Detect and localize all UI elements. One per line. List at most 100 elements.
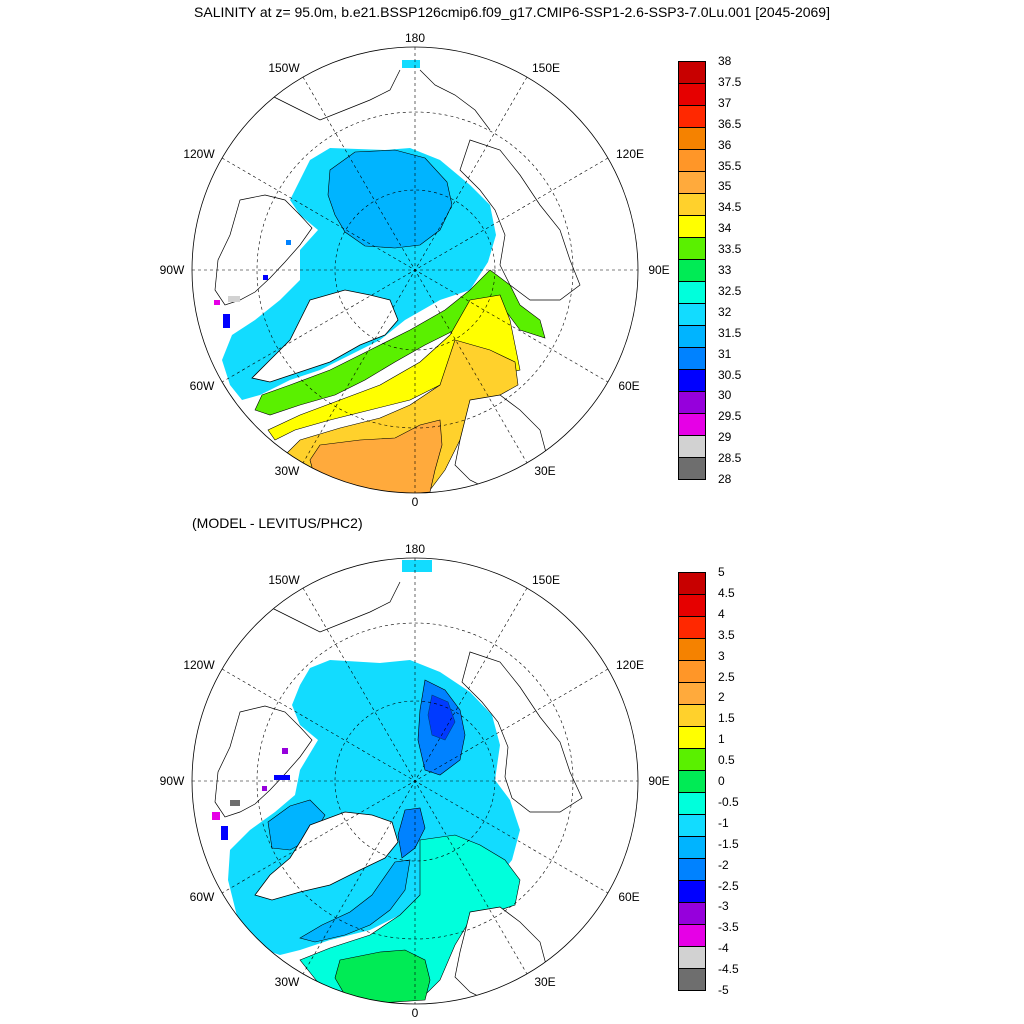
lon-label-60e: 60E [618, 890, 640, 904]
colorbar-swatch [678, 105, 706, 128]
colorbar-tick-label: 31.5 [718, 325, 742, 340]
colorbar-swatch [678, 457, 706, 480]
colorbar-swatch [678, 391, 706, 414]
colorbar-swatch [678, 594, 706, 617]
lon-label-0: 0 [411, 495, 419, 509]
lon-label-30e: 30E [534, 464, 556, 478]
colorbar-tick-label: 32.5 [718, 283, 742, 298]
colorbar-tick-label: -2 [718, 857, 729, 872]
bering-coast [419, 69, 491, 131]
colorbar-tick-label: 0.5 [718, 753, 735, 768]
lon-label-90e: 90E [648, 263, 670, 277]
colorbar-swatch [678, 149, 706, 172]
greenland [251, 289, 399, 383]
colorbar-tick-label: -2.5 [718, 878, 739, 893]
colorbar-swatch [678, 792, 706, 815]
lon-label-150e: 150E [531, 61, 561, 75]
colorbar-tick-label: 36.5 [718, 116, 742, 131]
colorbar-swatch [678, 616, 706, 639]
colorbar-tick-label: 29 [718, 430, 732, 445]
colorbar-tick-label: -3 [718, 899, 729, 914]
greenland-2 [254, 811, 399, 901]
colorbar-swatch [678, 61, 706, 84]
colorbar-tick-label: 37.5 [718, 74, 742, 89]
colorbar-tick-label: 2.5 [718, 669, 735, 684]
colorbar-swatch [678, 435, 706, 458]
colorbar-swatch [678, 968, 706, 991]
salinity-graticule [192, 47, 638, 493]
colorbar-tick-label: 3.5 [718, 627, 735, 642]
colorbar-swatch [678, 215, 706, 238]
colorbar-tick-label: 33 [718, 263, 732, 277]
colorbar-swatch [678, 748, 706, 771]
region-central-arctic [327, 149, 453, 249]
colorbar-tick-label: 32 [718, 304, 732, 319]
colorbar-tick-label: 2 [718, 690, 725, 705]
colorbar-tick-label: -4 [718, 941, 729, 956]
alaska-coast-2 [269, 581, 401, 633]
lon-label-150w: 150W [268, 61, 300, 75]
colorbar-swatch [678, 369, 706, 392]
plot-title: SALINITY at z= 95.0m, b.e21.BSSP126cmip6… [194, 4, 830, 20]
colorbar-swatch [678, 193, 706, 216]
colorbar-tick-label: -1 [718, 815, 729, 830]
lon-label-60w: 60W [189, 379, 215, 393]
colorbar-swatch [678, 726, 706, 749]
colorbar-swatch [678, 660, 706, 683]
salinity-map-border [191, 46, 639, 494]
colorbar-swatch [678, 902, 706, 925]
lon-label-90e: 90E [648, 774, 670, 788]
lon-label-30w: 30W [274, 464, 300, 478]
colorbar-swatch [678, 171, 706, 194]
lon-label-0: 0 [411, 1006, 419, 1020]
colorbar-tick-label: 4.5 [718, 585, 735, 600]
colorbar-tick-label: 1 [718, 732, 725, 747]
lon-label-60e: 60E [618, 379, 640, 393]
colorbar-swatch [678, 682, 706, 705]
siberia-2 [461, 651, 583, 813]
region-nordic-green [334, 949, 431, 1004]
colorbar-tick-label: 1.5 [718, 711, 735, 726]
difference-graticule [192, 558, 638, 1004]
lon-label-180: 180 [404, 31, 426, 45]
lon-label-150w: 150W [268, 573, 300, 587]
colorbar-swatch [678, 638, 706, 661]
colorbar-swatch [678, 924, 706, 947]
lon-label-120w: 120W [183, 147, 215, 161]
colorbar-tick-label: 29.5 [718, 409, 742, 424]
colorbar-tick-label: 35 [718, 179, 732, 194]
colorbar-tick-label: -3.5 [718, 920, 739, 935]
colorbar-tick-label: 33.5 [718, 242, 742, 257]
colorbar-swatch [678, 281, 706, 304]
colorbar-swatch [678, 303, 706, 326]
colorbar-tick-label: 5 [718, 565, 725, 579]
colorbar-swatch [678, 704, 706, 727]
lon-label-120e: 120E [615, 658, 645, 672]
lon-label-30e: 30E [534, 975, 556, 989]
colorbar-tick-label: 3 [718, 648, 725, 663]
lon-label-90w: 90W [159, 263, 185, 277]
colorbar-tick-label: 31 [718, 346, 732, 361]
lon-label-120e: 120E [615, 147, 645, 161]
colorbar-swatch [678, 413, 706, 436]
colorbar-swatch [678, 572, 706, 595]
alaska-coast [269, 69, 401, 121]
colorbar-swatch [678, 770, 706, 793]
siberia [459, 139, 581, 301]
lon-label-120w: 120W [183, 658, 215, 672]
colorbar-tick-label: 35.5 [718, 158, 742, 173]
colorbar-swatch [678, 347, 706, 370]
colorbar-swatch [678, 237, 706, 260]
colorbar-tick-label: 34 [718, 221, 732, 236]
colorbar-tick-label: 36 [718, 137, 732, 152]
colorbar-tick-label: -5 [718, 983, 729, 997]
colorbar-tick-label: 38 [718, 54, 732, 68]
colorbar-swatch [678, 946, 706, 969]
colorbar-swatch [678, 325, 706, 348]
colorbar-tick-label: 30 [718, 388, 732, 403]
colorbar-swatch [678, 127, 706, 150]
colorbar-swatch [678, 858, 706, 881]
lon-label-60w: 60W [189, 890, 215, 904]
colorbar-tick-label: 0 [718, 774, 725, 788]
